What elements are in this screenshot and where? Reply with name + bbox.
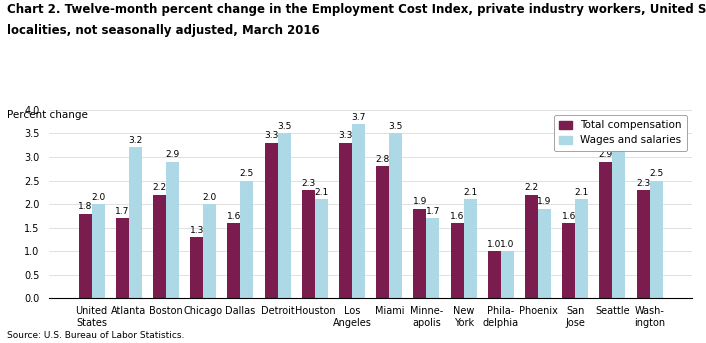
Text: 2.5: 2.5 — [240, 169, 254, 178]
Bar — [78, 213, 92, 298]
Bar — [613, 133, 626, 298]
Text: 1.9: 1.9 — [537, 198, 552, 206]
Text: 1.7: 1.7 — [115, 207, 129, 216]
Text: Source: U.S. Bureau of Labor Statistics.: Source: U.S. Bureau of Labor Statistics. — [7, 331, 184, 340]
Text: 1.3: 1.3 — [189, 226, 204, 235]
Bar — [128, 147, 142, 298]
Text: 1.6: 1.6 — [561, 212, 576, 221]
Text: 2.8: 2.8 — [376, 155, 390, 164]
Text: 1.6: 1.6 — [450, 212, 465, 221]
Text: 2.2: 2.2 — [152, 183, 167, 192]
Bar — [575, 199, 588, 298]
Bar — [389, 133, 402, 298]
Text: Chart 2. Twelve-month percent change in the Employment Cost Index, private indus: Chart 2. Twelve-month percent change in … — [7, 3, 706, 16]
Text: 2.5: 2.5 — [649, 169, 664, 178]
Bar — [153, 194, 166, 298]
Bar — [637, 190, 650, 298]
Bar — [488, 251, 501, 298]
Text: 2.1: 2.1 — [463, 188, 477, 197]
Text: 2.3: 2.3 — [636, 179, 650, 188]
Bar — [277, 133, 291, 298]
Bar — [599, 162, 613, 298]
Text: 3.3: 3.3 — [264, 131, 278, 140]
Text: 3.7: 3.7 — [352, 113, 366, 121]
Bar — [501, 251, 514, 298]
Bar — [339, 143, 352, 298]
Text: Percent change: Percent change — [7, 110, 88, 120]
Bar — [525, 194, 538, 298]
Legend: Total compensation, Wages and salaries: Total compensation, Wages and salaries — [554, 115, 687, 151]
Text: 3.5: 3.5 — [612, 122, 626, 131]
Bar — [265, 143, 277, 298]
Text: 3.5: 3.5 — [277, 122, 292, 131]
Bar — [376, 166, 389, 298]
Text: 1.8: 1.8 — [78, 202, 92, 211]
Bar — [352, 124, 365, 298]
Bar — [450, 223, 464, 298]
Text: 2.1: 2.1 — [575, 188, 589, 197]
Text: 1.0: 1.0 — [500, 240, 515, 249]
Bar — [650, 180, 663, 298]
Bar — [203, 204, 216, 298]
Text: 3.2: 3.2 — [128, 136, 143, 145]
Text: 1.7: 1.7 — [426, 207, 440, 216]
Text: 2.3: 2.3 — [301, 179, 316, 188]
Bar — [227, 223, 241, 298]
Text: 3.3: 3.3 — [338, 131, 353, 140]
Text: 2.0: 2.0 — [91, 193, 105, 202]
Text: 1.9: 1.9 — [413, 198, 427, 206]
Bar — [562, 223, 575, 298]
Bar — [464, 199, 477, 298]
Text: localities, not seasonally adjusted, March 2016: localities, not seasonally adjusted, Mar… — [7, 24, 320, 37]
Text: 2.0: 2.0 — [203, 193, 217, 202]
Bar — [538, 209, 551, 298]
Bar — [190, 237, 203, 298]
Text: 2.1: 2.1 — [314, 188, 328, 197]
Bar — [426, 218, 439, 298]
Bar — [302, 190, 315, 298]
Bar — [241, 180, 253, 298]
Text: 2.2: 2.2 — [525, 183, 539, 192]
Text: 2.9: 2.9 — [165, 150, 180, 159]
Text: 2.9: 2.9 — [599, 150, 613, 159]
Bar — [414, 209, 426, 298]
Text: 1.6: 1.6 — [227, 212, 241, 221]
Text: 3.5: 3.5 — [388, 122, 403, 131]
Bar — [166, 162, 179, 298]
Bar — [315, 199, 328, 298]
Bar — [116, 218, 128, 298]
Text: 1.0: 1.0 — [487, 240, 501, 249]
Bar — [92, 204, 104, 298]
